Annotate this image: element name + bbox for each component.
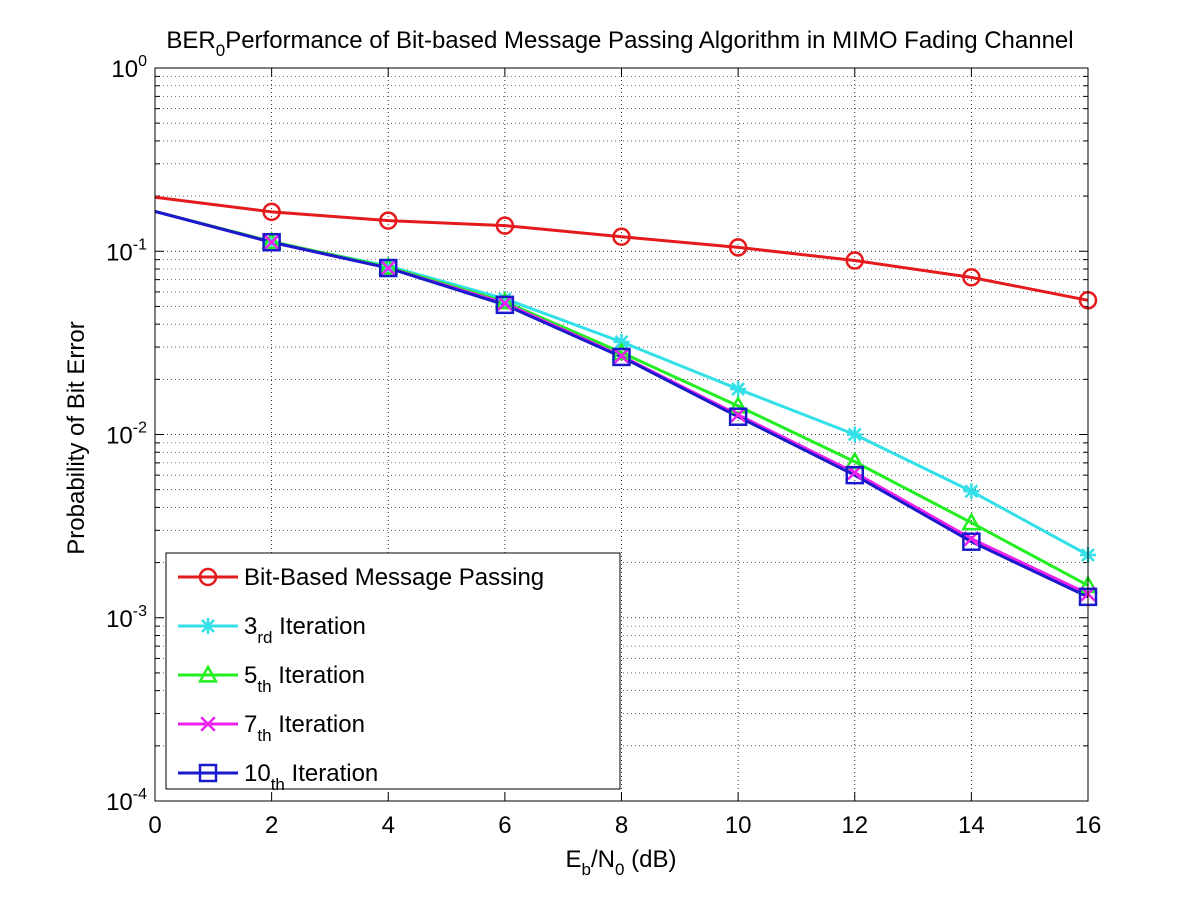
x-axis-label-sub2: 0 — [615, 860, 624, 879]
y-tick-exponent: -3 — [133, 603, 147, 620]
y-tick-base: 10 — [106, 606, 133, 633]
y-tick-base: 10 — [106, 789, 133, 816]
marker-circle — [962, 268, 981, 287]
legend-label-sub: th — [271, 775, 285, 794]
marker-triangle — [197, 664, 219, 683]
marker-star — [846, 426, 863, 443]
marker-triangle — [378, 256, 399, 275]
chart-title: BER0Performance of Bit-based Message Pas… — [166, 27, 1073, 60]
y-tick-label: 10-2 — [106, 420, 147, 450]
marker-square — [262, 232, 281, 252]
y-tick-label: 10-3 — [106, 603, 147, 633]
marker-circle — [612, 227, 631, 246]
x-tick-label: 12 — [841, 812, 868, 839]
legend-label-sub: rd — [257, 628, 272, 647]
marker-circle — [262, 202, 281, 222]
x-axis-label-sub1: b — [582, 860, 591, 879]
series-line — [154, 195, 1089, 302]
legend-label: 10th Iteration — [244, 760, 378, 794]
legend-label: 3rd Iteration — [244, 613, 366, 647]
marker-x — [613, 348, 630, 364]
x-tick-label: 16 — [1075, 812, 1102, 839]
marker-x — [380, 260, 396, 276]
legend-label-main: 3 — [244, 613, 257, 640]
marker-star — [613, 333, 630, 350]
marker-square — [495, 295, 515, 315]
legend-label-main: 7 — [244, 711, 257, 738]
marker-square — [612, 347, 631, 367]
legend-label: Bit-Based Message Passing — [244, 564, 544, 591]
marker-x — [200, 716, 216, 732]
plot-frame — [154, 67, 1089, 802]
y-tick-base: 10 — [111, 56, 138, 83]
x-tick-label: 4 — [382, 812, 395, 839]
marker-circle — [495, 216, 515, 235]
marker-square — [198, 763, 218, 783]
x-tick-label: 8 — [615, 812, 628, 839]
x-axis-label: Eb/N0 (dB) — [566, 846, 677, 879]
marker-circle — [728, 238, 748, 257]
y-tick-exponent: -4 — [133, 786, 147, 803]
marker-square — [962, 532, 981, 551]
chart-title-rest: Performance of Bit-based Message Passing… — [225, 27, 1073, 54]
marker-square — [845, 465, 864, 485]
legend-label: 5th Iteration — [244, 662, 365, 696]
legend-label-tail: Iteration — [272, 662, 365, 689]
marker-x — [730, 407, 746, 423]
legend-label-main: Bit-Based Message Passing — [244, 564, 544, 591]
legend-label: 7th Iteration — [244, 711, 365, 745]
marker-x — [497, 295, 513, 311]
legend-box — [165, 552, 621, 790]
x-tick-label: 14 — [958, 812, 985, 839]
marker-circle — [845, 251, 864, 270]
x-tick-label: 6 — [498, 812, 511, 839]
marker-square — [379, 258, 398, 278]
legend-label-sub: th — [257, 726, 271, 745]
marker-star — [496, 290, 513, 307]
legend-label-tail: Iteration — [285, 760, 378, 787]
legend-label-main: 10 — [244, 760, 271, 787]
y-tick-label: 10-4 — [106, 786, 147, 816]
y-tick-label: 100 — [111, 53, 147, 83]
marker-circle — [379, 211, 398, 230]
y-tick-exponent: 0 — [138, 53, 147, 70]
y-axis-label: Probability of Bit Error — [63, 321, 90, 554]
y-tick-label: 10-1 — [106, 236, 147, 266]
chart-title-main: BER — [166, 27, 215, 54]
legend-label-main: 5 — [244, 662, 257, 689]
x-axis-label-main: E — [566, 846, 582, 873]
y-tick-base: 10 — [106, 423, 133, 450]
y-tick-base: 10 — [106, 239, 133, 266]
marker-star — [380, 258, 397, 275]
y-tick-exponent: -2 — [133, 420, 147, 437]
marker-square — [728, 407, 748, 426]
legend-label-tail: Iteration — [272, 711, 365, 738]
marker-circle — [198, 567, 218, 587]
x-axis-label-tail: (dB) — [624, 846, 676, 873]
marker-triangle — [961, 512, 982, 531]
marker-star — [730, 381, 747, 398]
legend-label-sub: th — [257, 677, 271, 696]
x-tick-label: 0 — [148, 812, 161, 839]
y-tick-exponent: -1 — [133, 236, 147, 253]
marker-x — [263, 234, 280, 250]
legend-label-tail: Iteration — [272, 613, 365, 640]
marker-star — [963, 483, 980, 500]
x-axis-label-mid: /N — [591, 846, 615, 873]
marker-triangle — [728, 395, 749, 414]
marker-triangle — [261, 230, 282, 250]
x-tick-label: 10 — [725, 812, 752, 839]
x-tick-labels: 0 2 4 6 8 10 12 14 16 — [148, 812, 1101, 839]
marker-star — [200, 618, 216, 634]
chart-title-sub: 0 — [216, 41, 225, 60]
x-tick-label: 2 — [265, 812, 278, 839]
